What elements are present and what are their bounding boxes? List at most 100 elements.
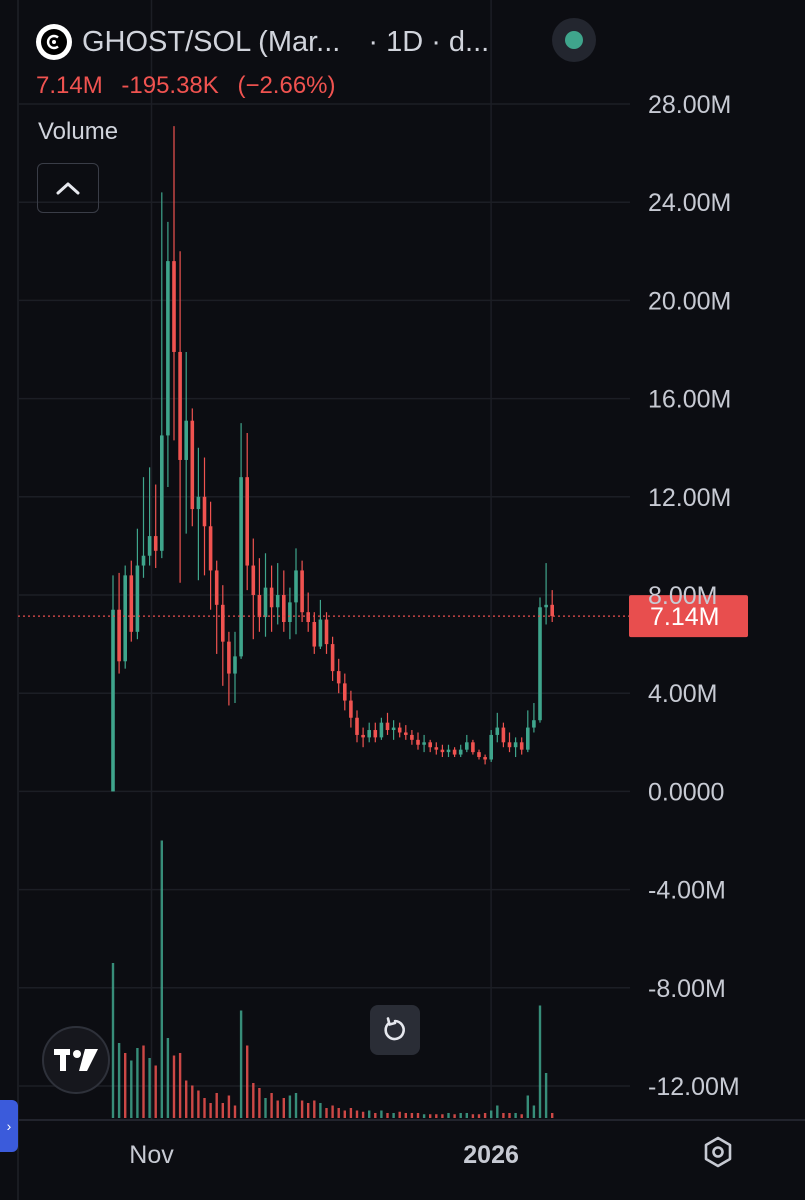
- candle-body: [257, 595, 262, 618]
- volume-bar: [203, 1098, 206, 1118]
- volume-bar: [477, 1114, 481, 1118]
- candle: [123, 565, 127, 669]
- volume-bar: [130, 1060, 133, 1118]
- candle-body: [373, 730, 378, 738]
- candle-body: [160, 435, 164, 551]
- candle-body: [227, 641, 231, 674]
- volume-bar: [166, 1038, 170, 1118]
- candle-body: [135, 565, 140, 632]
- volume-bar: [465, 1113, 468, 1118]
- volume-bar: [544, 1073, 548, 1118]
- side-panel-toggle[interactable]: ›: [0, 1100, 18, 1152]
- candle-body: [141, 555, 146, 566]
- candle-body: [452, 749, 457, 755]
- candle: [184, 351, 188, 534]
- candle: [294, 548, 298, 635]
- volume-bar: [422, 1114, 426, 1118]
- y-tick-label: 0.0000: [648, 778, 724, 806]
- candle: [245, 432, 249, 591]
- candle-body: [239, 477, 243, 657]
- volume-bar: [160, 840, 163, 1118]
- candle: [343, 673, 347, 711]
- candle: [202, 457, 207, 576]
- volume-bar: [136, 1048, 139, 1118]
- tradingview-button[interactable]: [42, 1026, 110, 1094]
- volume-bar: [416, 1113, 420, 1118]
- candles: [111, 126, 554, 792]
- candle: [239, 423, 243, 659]
- candle: [196, 447, 201, 581]
- volume-bar: [258, 1088, 261, 1118]
- settings-icon: [704, 1136, 732, 1168]
- candle: [373, 722, 378, 743]
- candle: [532, 703, 536, 733]
- volume-bars: [111, 840, 554, 1118]
- candle: [495, 712, 500, 743]
- candle: [550, 590, 554, 623]
- symbol-title[interactable]: GHOST/SOL (Mar...: [82, 25, 341, 58]
- candle-body: [196, 496, 201, 510]
- volume-bar: [471, 1114, 475, 1118]
- candle-body: [428, 742, 432, 748]
- candle-body: [367, 730, 371, 738]
- candle-body: [294, 570, 298, 603]
- candle-body: [477, 752, 481, 758]
- candle-body: [111, 609, 115, 792]
- volume-bar: [368, 1110, 371, 1118]
- candle-body: [306, 612, 310, 623]
- volume-bar: [172, 1055, 176, 1118]
- volume-bar: [191, 1085, 194, 1118]
- volume-bar: [233, 1105, 237, 1118]
- x-axis: Nov 2026: [129, 1141, 519, 1169]
- interval-text[interactable]: · 1D · d...: [368, 25, 490, 58]
- candle-body: [458, 749, 463, 755]
- candle: [397, 722, 402, 738]
- candle-body: [336, 671, 341, 684]
- y-axis: 28.00M 24.00M 20.00M 16.00M 12.00M 8.00M 4.00M…: [648, 91, 740, 1101]
- volume-bar: [349, 1108, 353, 1118]
- volume-bar: [252, 1083, 255, 1118]
- candle: [166, 221, 170, 487]
- volume-bar: [386, 1113, 389, 1118]
- volume-bar: [551, 1113, 554, 1118]
- last-price-line: 7.14M: [18, 595, 748, 638]
- reset-view-button[interactable]: [370, 1005, 420, 1055]
- volume-bar: [154, 1065, 157, 1118]
- volume-bar: [392, 1113, 395, 1118]
- volume-bar: [361, 1111, 365, 1118]
- candle-body: [550, 604, 554, 617]
- volume-bar: [111, 963, 115, 1118]
- volume-bar: [221, 1103, 224, 1118]
- settings-button[interactable]: [698, 1132, 738, 1172]
- volume-bar: [502, 1113, 505, 1118]
- volume-bar: [496, 1105, 499, 1118]
- candle-body: [190, 420, 195, 510]
- volume-bar: [526, 1095, 529, 1118]
- volume-indicator-label[interactable]: Volume: [38, 118, 119, 145]
- candle: [153, 484, 158, 568]
- status-dot-icon: [565, 31, 583, 49]
- candle: [275, 563, 280, 625]
- candle-body: [538, 607, 542, 721]
- volume-bar: [307, 1103, 310, 1118]
- candle-body: [202, 496, 207, 527]
- candle-body: [391, 727, 396, 731]
- candle: [385, 712, 390, 735]
- candle-body: [318, 619, 323, 647]
- candle: [416, 732, 420, 750]
- volume-bar: [483, 1113, 487, 1118]
- candle: [129, 560, 134, 642]
- status-button[interactable]: [552, 18, 596, 62]
- candle-body: [526, 727, 530, 750]
- candle-body: [263, 587, 268, 618]
- volume-bar: [239, 1010, 243, 1118]
- last-price-tag: 7.14M: [629, 595, 748, 638]
- candle: [117, 572, 121, 674]
- candle: [538, 597, 542, 723]
- volume-bar: [148, 1058, 151, 1118]
- quote-line: 7.14M -195.38K (−2.66%): [36, 72, 348, 100]
- y-tick-label: 20.00M: [648, 287, 731, 315]
- candle: [306, 592, 310, 632]
- collapse-button[interactable]: [37, 163, 99, 213]
